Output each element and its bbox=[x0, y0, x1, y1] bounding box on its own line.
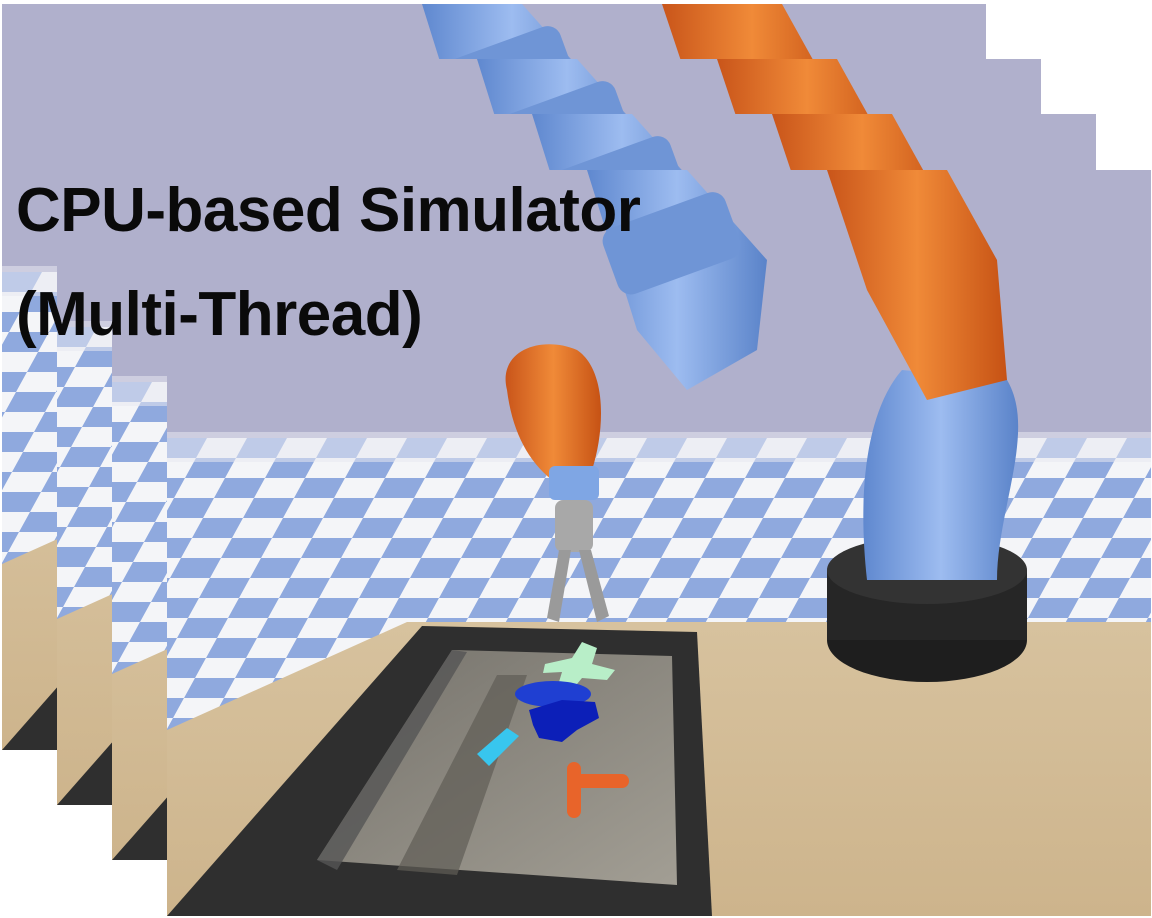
caption-line-2: (Multi-Thread) bbox=[16, 280, 423, 349]
caption-line-1: CPU-based Simulator bbox=[16, 176, 641, 245]
caption-title: CPU-based Simulator (Multi-Thread) bbox=[16, 176, 641, 388]
